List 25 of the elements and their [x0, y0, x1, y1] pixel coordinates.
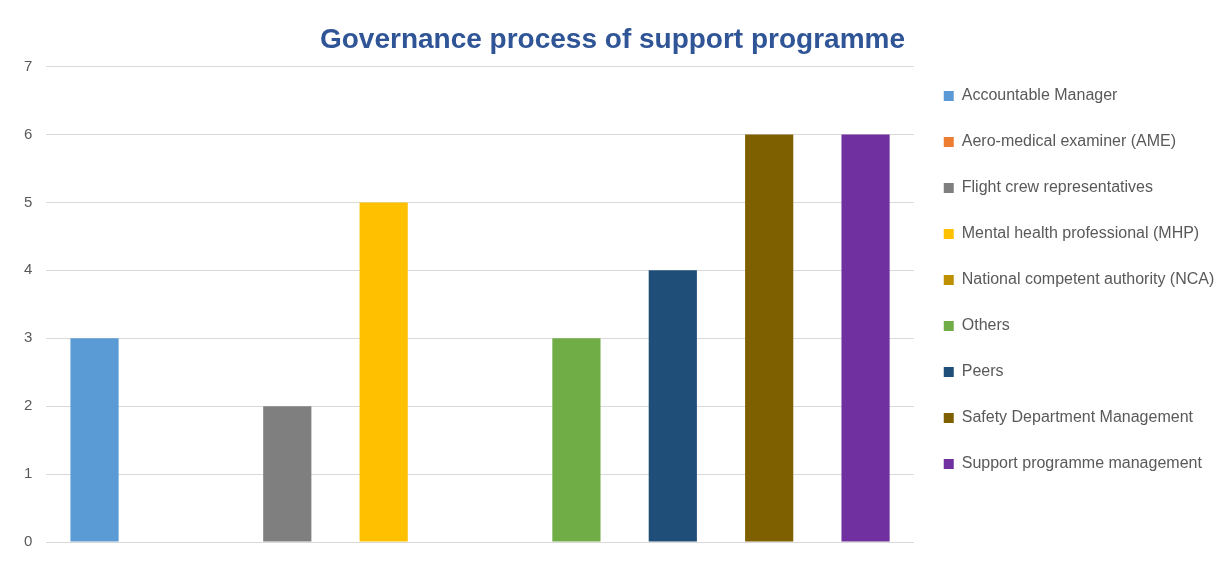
legend-label: Flight crew representatives — [961, 178, 1153, 196]
legend-label: National competent authority (NCA) — [961, 270, 1215, 288]
chart-title: Governance process of support programme — [319, 22, 906, 54]
legend-label: Support programme management — [961, 454, 1203, 472]
bar — [359, 202, 408, 542]
bar — [648, 270, 697, 542]
bar — [552, 338, 601, 542]
y-tick-label: 4 — [24, 260, 33, 278]
y-tick-label: 6 — [24, 124, 33, 142]
legend-label: Accountable Manager — [961, 86, 1119, 104]
bar — [70, 338, 119, 542]
bar — [263, 406, 312, 542]
y-tick-label: 3 — [24, 328, 33, 346]
y-tick-label: 7 — [24, 56, 33, 74]
legend-label: Mental health professional (MHP) — [961, 224, 1200, 242]
legend-label: Aero-medical examiner (AME) — [961, 132, 1177, 150]
y-tick-label: 5 — [24, 192, 33, 210]
legend-label: Others — [961, 316, 1010, 334]
legend-label: Safety Department Management — [961, 408, 1194, 426]
bar — [841, 134, 890, 542]
y-tick-label: 1 — [24, 464, 33, 482]
y-tick-label: 0 — [24, 532, 33, 550]
y-tick-label: 2 — [24, 396, 33, 414]
legend-label: Peers — [961, 362, 1004, 380]
bar — [745, 134, 794, 542]
